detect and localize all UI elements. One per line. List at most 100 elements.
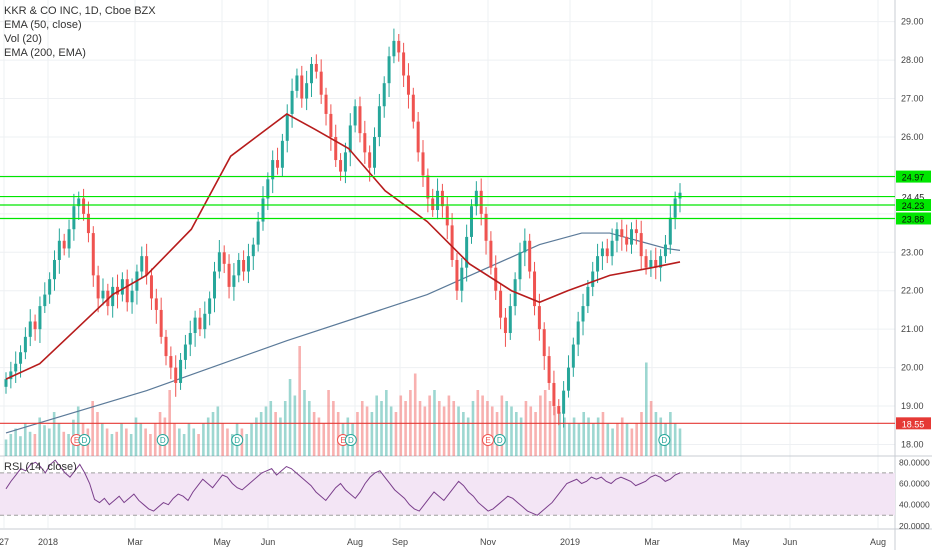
volume-bar bbox=[471, 401, 475, 456]
time-axis-label: Sep bbox=[392, 537, 408, 547]
volume-bar bbox=[110, 434, 114, 456]
volume-bar bbox=[539, 395, 542, 456]
candle-body bbox=[348, 125, 352, 153]
event-marker-label: D bbox=[661, 436, 667, 445]
event-marker[interactable] bbox=[658, 434, 671, 446]
candle-body bbox=[169, 356, 173, 368]
volume-bar bbox=[100, 423, 104, 456]
volume-bar bbox=[283, 401, 287, 456]
price-axis-label: 27.00 bbox=[901, 94, 924, 104]
candle-body bbox=[523, 240, 527, 253]
rsi-axis-label: 40.0000 bbox=[899, 500, 930, 510]
candle-body bbox=[353, 106, 357, 126]
candle-body bbox=[382, 83, 386, 107]
price-axis-label: 28.00 bbox=[901, 55, 924, 65]
candle-body bbox=[630, 229, 634, 245]
volume-bar bbox=[9, 434, 13, 456]
time-axis-label: Nov bbox=[480, 537, 497, 547]
candle-body bbox=[174, 367, 178, 383]
volume-bar bbox=[587, 417, 590, 456]
rsi-line[interactable] bbox=[5, 459, 681, 516]
candle-body bbox=[605, 248, 609, 257]
candle-body bbox=[586, 286, 590, 307]
level-price-label: 18.55 bbox=[902, 419, 925, 429]
candle-body bbox=[450, 225, 454, 260]
volume-bar bbox=[62, 431, 66, 456]
volume-bar bbox=[394, 412, 398, 456]
volume-bar bbox=[519, 417, 523, 456]
event-marker[interactable] bbox=[493, 434, 506, 446]
rsi-legend[interactable]: RSI (14, close) bbox=[4, 461, 77, 473]
volume-bar bbox=[129, 434, 133, 456]
event-marker-label: E bbox=[74, 436, 79, 445]
volume-bar bbox=[437, 401, 441, 456]
event-marker-label: D bbox=[234, 436, 240, 445]
candle-body bbox=[508, 306, 512, 334]
ema200-legend[interactable]: EMA (200, EMA) bbox=[4, 47, 86, 59]
candle-body bbox=[67, 229, 71, 249]
level-price-label: 23.88 bbox=[902, 214, 925, 224]
candle-body bbox=[625, 236, 629, 245]
candle-body bbox=[678, 192, 682, 199]
price-axis-label: 23.00 bbox=[901, 247, 924, 257]
candle-body bbox=[203, 313, 207, 330]
volume-bar bbox=[67, 434, 70, 456]
event-marker[interactable] bbox=[78, 434, 91, 446]
volume-bar bbox=[428, 395, 431, 456]
volume-bar bbox=[404, 401, 407, 456]
ema50-line[interactable] bbox=[5, 112, 681, 380]
candle-body bbox=[615, 229, 619, 241]
volume-bar bbox=[226, 428, 229, 456]
candle-body bbox=[533, 271, 537, 307]
rsi-axis-label: 20.0000 bbox=[899, 521, 930, 531]
volume-bar bbox=[274, 412, 277, 456]
event-marker-label: D bbox=[81, 436, 87, 445]
candle-body bbox=[82, 198, 86, 214]
candle-body bbox=[120, 279, 124, 295]
candle-body bbox=[644, 256, 648, 268]
volume-bar bbox=[481, 395, 484, 456]
ema200-line[interactable] bbox=[5, 232, 681, 434]
time-axis-label: Aug bbox=[870, 537, 886, 547]
candle-body bbox=[285, 113, 289, 141]
price-axis-label: 18.00 bbox=[901, 439, 924, 449]
candle-body bbox=[19, 352, 23, 364]
candle-body bbox=[460, 267, 464, 291]
volume-bar bbox=[567, 423, 571, 456]
event-marker[interactable] bbox=[156, 434, 169, 446]
volume-bar bbox=[216, 406, 220, 456]
candle-body bbox=[499, 290, 503, 318]
volume-bar bbox=[640, 412, 643, 456]
event-marker[interactable] bbox=[344, 434, 357, 446]
event-marker[interactable] bbox=[481, 434, 494, 446]
volume-bar bbox=[510, 406, 513, 456]
volume-bar bbox=[673, 423, 677, 456]
volume-bar bbox=[356, 412, 359, 456]
candle-body bbox=[48, 279, 52, 295]
volume-bar bbox=[317, 417, 321, 456]
volume-bar bbox=[245, 434, 249, 456]
candle-body bbox=[179, 359, 183, 383]
candle-body bbox=[33, 321, 37, 330]
candle-body bbox=[397, 40, 401, 53]
candle-body bbox=[314, 63, 318, 72]
volume-legend[interactable]: Vol (20) bbox=[4, 33, 42, 45]
symbol-title[interactable]: KKR & CO INC, 1D, Cboe BZX bbox=[4, 5, 156, 17]
candle-body bbox=[140, 256, 144, 272]
volume-bar bbox=[134, 417, 138, 456]
candle-body bbox=[591, 271, 595, 287]
volume-bar bbox=[105, 428, 109, 456]
candle-body bbox=[77, 198, 81, 207]
candle-body bbox=[484, 213, 488, 241]
candle-body bbox=[183, 344, 187, 360]
volume-bar bbox=[457, 406, 460, 456]
candle-body bbox=[208, 298, 212, 314]
candle-body bbox=[43, 294, 47, 307]
level-price-tag bbox=[896, 170, 931, 183]
event-marker[interactable] bbox=[231, 434, 244, 446]
candle-body bbox=[639, 233, 643, 257]
volume-bar bbox=[548, 401, 552, 456]
ema50-legend[interactable]: EMA (50, close) bbox=[4, 19, 82, 31]
